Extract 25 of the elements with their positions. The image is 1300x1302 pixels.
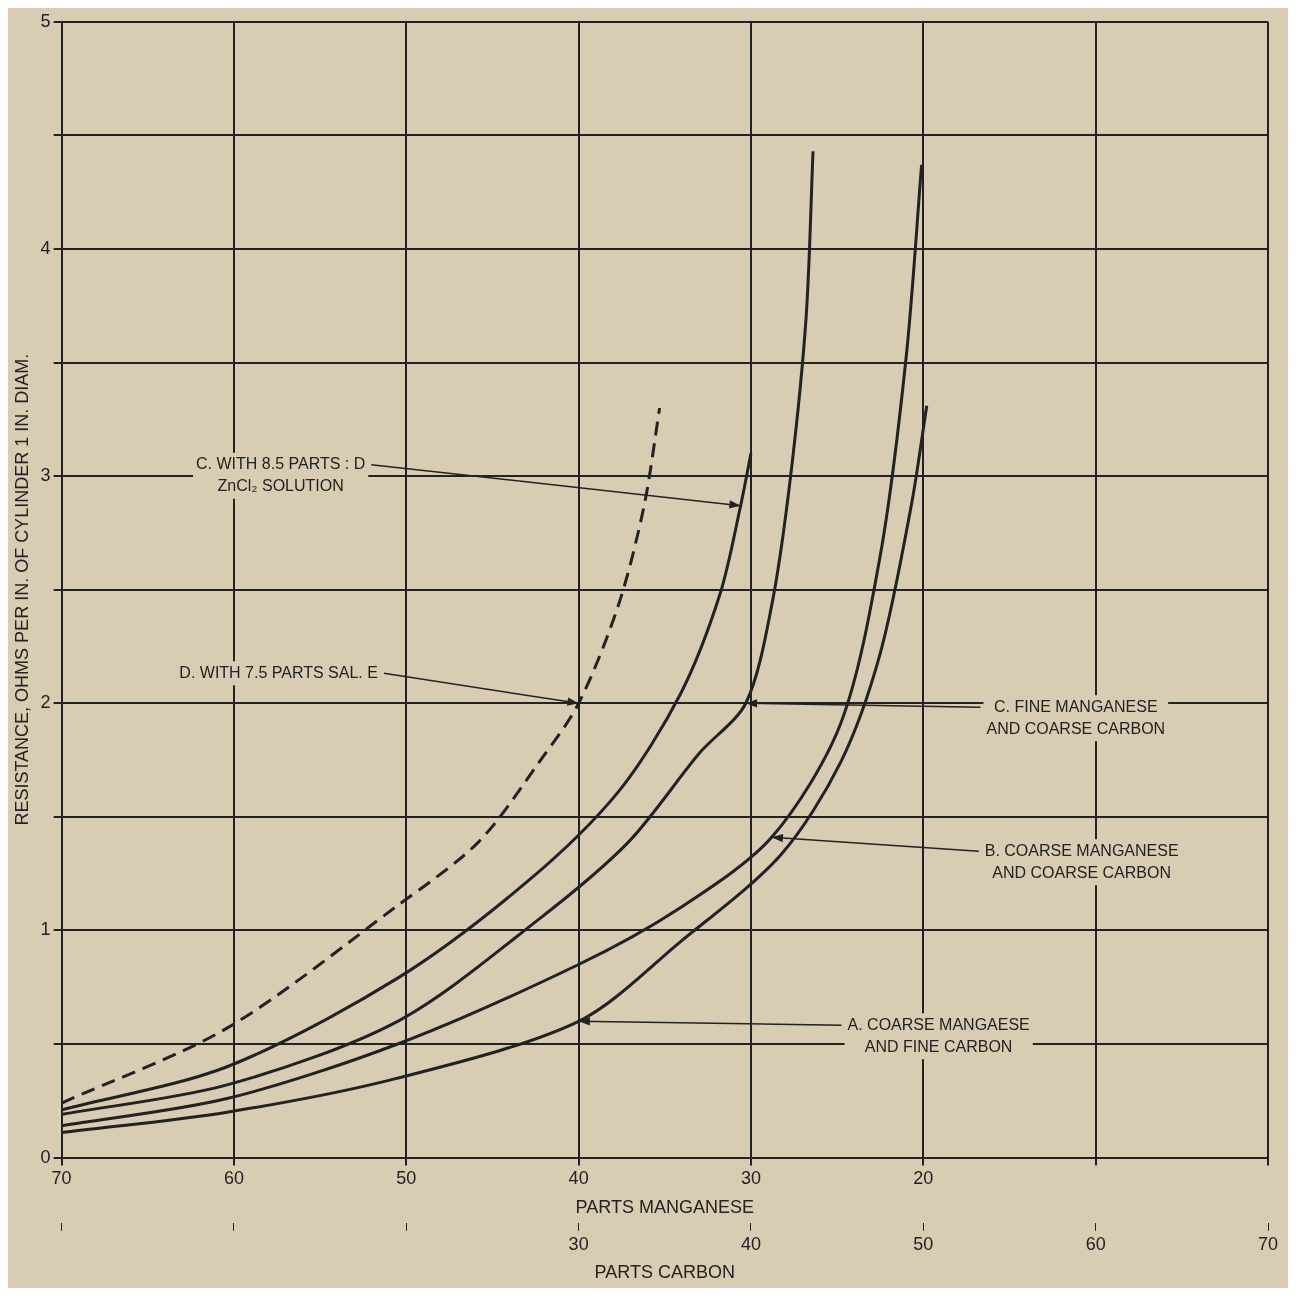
- y-tick-label: 4: [40, 237, 51, 258]
- x2-tick-label: 50: [913, 1233, 934, 1254]
- annotation: C. FINE MANGANESE AND COARSE CARBON: [986, 697, 1166, 737]
- y-tick-label: 5: [40, 10, 51, 31]
- x2-tick-label: 70: [1257, 1233, 1279, 1254]
- x2-tick-label: 40: [740, 1233, 761, 1254]
- y-tick-label: 2: [40, 692, 51, 713]
- y-tick-label: 1: [40, 919, 51, 940]
- y-tick-label: 0: [40, 1146, 51, 1167]
- annotation: D. WITH 7.5 PARTS SAL. E: [179, 663, 378, 681]
- x-tick-label: 70: [51, 1168, 72, 1189]
- y-axis-title: RESISTANCE, OHMS PER IN. OF CYLINDER 1 IN. DIAM.: [11, 353, 32, 826]
- x2-tick-label: 60: [1085, 1233, 1106, 1254]
- x-tick-label: 60: [223, 1168, 244, 1189]
- x-axis-title: PARTS MANGANESE: [575, 1196, 754, 1217]
- x2-tick-label: 30: [568, 1233, 589, 1254]
- x-tick-label: 50: [396, 1168, 417, 1189]
- annotation: A. COARSE MANGAESE AND FINE CARBON: [847, 1015, 1030, 1055]
- x-tick-label: 40: [568, 1168, 589, 1189]
- y-tick-label: 3: [40, 465, 51, 486]
- x-tick-label: 30: [740, 1168, 761, 1189]
- annotation: B. COARSE MANGANESE AND COARSE CARBON: [984, 841, 1179, 881]
- annotation: C. WITH 8.5 PARTS : D ZnCl₂ SOLUTION: [196, 455, 366, 495]
- x-tick-label: 20: [913, 1168, 934, 1189]
- x2-axis-title: PARTS CARBON: [594, 1262, 735, 1283]
